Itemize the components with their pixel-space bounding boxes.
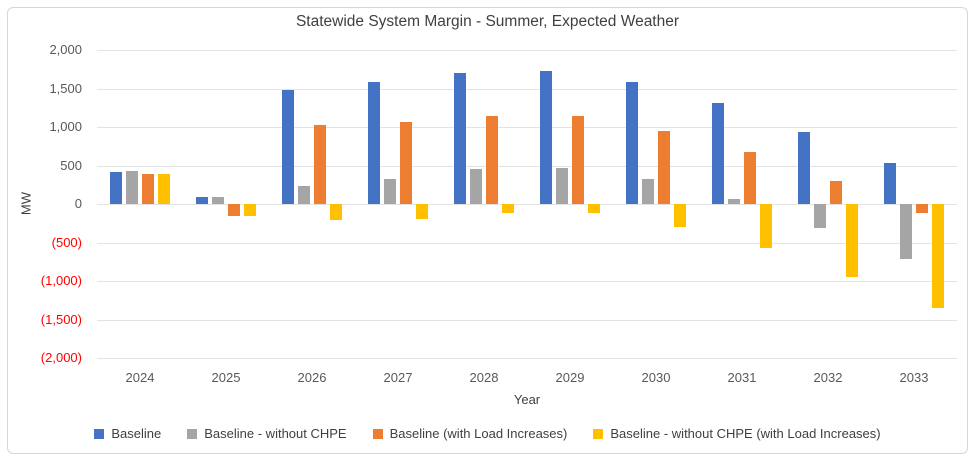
legend-item: Baseline - without CHPE (with Load Incre… [593,426,881,441]
x-tick-label: 2027 [383,370,413,385]
gridline [97,89,957,90]
x-tick-label: 2029 [555,370,585,385]
legend-item: Baseline [94,426,161,441]
x-axis-title: Year [513,392,541,407]
legend-label: Baseline (with Load Increases) [389,426,568,441]
bar-2032-series-0 [798,131,810,204]
y-tick-label: (1,000) [40,273,82,288]
legend-label: Baseline - without CHPE (with Load Incre… [610,426,881,441]
bar-2026-series-3 [330,204,342,221]
x-tick-label: 2028 [469,370,499,385]
bar-2025-series-3 [244,204,256,216]
bar-2026-series-0 [282,90,294,204]
bar-2032-series-2 [830,180,842,204]
bar-2033-series-1 [900,204,912,260]
bar-2029-series-0 [540,70,552,204]
bar-2033-series-2 [916,204,928,214]
bar-2030-series-1 [642,178,654,204]
gridline [97,281,957,282]
legend-label: Baseline - without CHPE [204,426,347,441]
gridline [97,166,957,167]
x-tick-label: 2030 [641,370,671,385]
bar-2027-series-3 [416,204,428,220]
bar-2024-series-0 [110,171,122,204]
x-tick-label: 2032 [813,370,843,385]
y-tick-label: 0 [74,196,82,211]
y-tick-label: 500 [60,158,82,173]
y-tick-label: 2,000 [49,42,82,57]
bar-2032-series-1 [814,204,826,228]
bar-2029-series-2 [572,116,584,204]
bar-2028-series-2 [486,116,498,204]
x-tick-label: 2024 [125,370,155,385]
y-tick-label: 1,500 [49,81,82,96]
chart-title: Statewide System Margin - Summer, Expect… [295,13,680,30]
y-tick-label: 1,000 [49,119,82,134]
bar-2027-series-0 [368,81,380,204]
bar-2030-series-0 [626,81,638,204]
bar-2029-series-1 [556,167,568,204]
bar-2024-series-2 [142,174,154,204]
legend-label: Baseline [111,426,162,441]
bar-2026-series-2 [314,124,326,204]
legend-item: Baseline (with Load Increases) [372,426,568,441]
gridline [97,50,957,51]
gridline [97,358,957,359]
bar-2030-series-2 [658,130,670,204]
gridline [97,204,957,205]
x-tick-label: 2031 [727,370,757,385]
bar-2025-series-2 [228,204,240,216]
bar-2033-series-0 [884,163,896,204]
bar-2028-series-3 [502,204,514,213]
bar-2027-series-2 [400,122,412,204]
bar-2031-series-3 [760,204,772,248]
bar-2029-series-3 [588,204,600,214]
y-tick-label: (500) [51,235,82,250]
y-tick-label: (1,500) [40,312,82,327]
legend: Baseline Baseline - without CHPE Baseline … [0,426,975,441]
bar-2025-series-0 [196,197,208,204]
gridline [97,320,957,321]
plot-area [97,50,957,359]
bar-2026-series-1 [298,186,310,204]
x-tick-label: 2033 [899,370,929,385]
bar-2031-series-0 [712,103,724,204]
legend-swatch-icon [187,428,198,439]
legend-swatch-icon [372,428,383,439]
x-tick-label: 2026 [297,370,327,385]
bar-2025-series-1 [212,196,224,204]
bar-2024-series-3 [158,174,170,204]
bar-2024-series-1 [126,170,138,204]
chart-frame [7,7,968,454]
bar-2033-series-3 [932,204,944,308]
x-tick-label: 2025 [211,370,241,385]
legend-item: Baseline - without CHPE [187,426,347,441]
bar-2031-series-1 [728,199,740,204]
legend-swatch-icon [593,428,604,439]
y-tick-label: (2,000) [40,350,82,365]
bar-2027-series-1 [384,178,396,204]
bar-2028-series-1 [470,169,482,204]
bar-2030-series-3 [674,204,686,228]
gridline [97,127,957,128]
bar-2031-series-2 [744,152,756,204]
legend-swatch-icon [94,428,105,439]
bar-2028-series-0 [454,73,466,204]
gridline [97,243,957,244]
bar-2032-series-3 [846,204,858,278]
